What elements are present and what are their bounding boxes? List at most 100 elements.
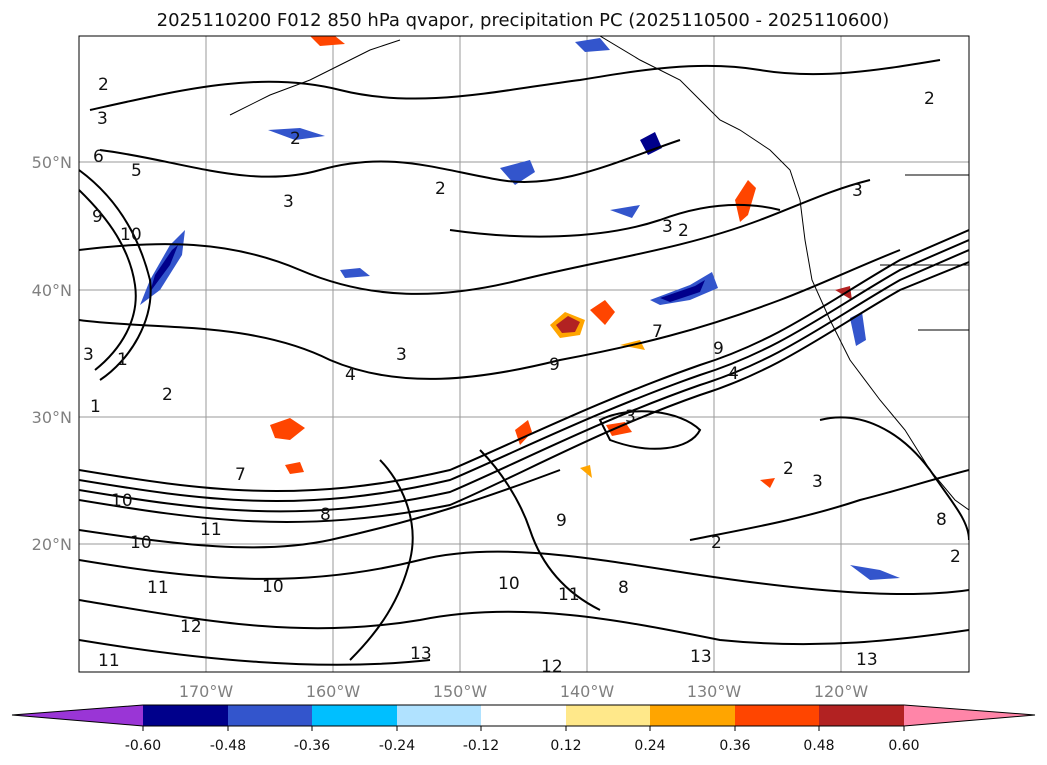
aleutian-islands xyxy=(229,39,401,116)
colorbar-ticks: -0.60 -0.48 -0.36 -0.24 -0.12 0.12 0.24 … xyxy=(125,726,920,754)
contour-label: 1 xyxy=(117,350,128,370)
contour-label: 2 xyxy=(950,547,961,567)
precip-blob-negative xyxy=(150,245,178,292)
precip-blob-positive xyxy=(760,478,775,488)
contour-label: 2 xyxy=(435,179,446,199)
contour-label: 9 xyxy=(556,511,567,531)
contour-line xyxy=(79,229,969,492)
contour-label: 2 xyxy=(711,533,722,553)
precip-blob-positive xyxy=(556,316,580,333)
contour-line xyxy=(79,639,431,666)
qvapor-contours xyxy=(79,59,969,666)
precip-blob-negative xyxy=(340,268,370,278)
contour-label: 10 xyxy=(262,577,284,597)
contour-label: 3 xyxy=(83,345,94,365)
colorbar-tick-label: 0.36 xyxy=(719,738,750,754)
precip-blob-positive xyxy=(606,422,632,436)
contour-label: 7 xyxy=(235,465,246,485)
contour-line xyxy=(598,410,702,450)
contour-labels: 2 3 2 2 3 4 5 6 9 10 1 2 3 7 9 3 2 3 3 4 xyxy=(83,75,961,677)
colorbar-tick-label: -0.24 xyxy=(379,738,415,754)
colorbar-tick-label: -0.12 xyxy=(463,738,499,754)
colorbar-segment xyxy=(397,705,481,726)
contour-label: 8 xyxy=(320,505,331,525)
contour-label: 3 xyxy=(852,181,863,201)
map-panel: 2 3 2 2 3 4 5 6 9 10 1 2 3 7 9 3 2 3 3 4 xyxy=(78,35,970,677)
contour-label: 9 xyxy=(92,207,103,227)
precip-blob-negative xyxy=(850,565,900,580)
contour-label: 6 xyxy=(93,147,104,167)
contour-label: 10 xyxy=(111,491,133,511)
colorbar-segment xyxy=(735,705,819,726)
colorbar-extend-right xyxy=(904,705,1035,726)
contour-line xyxy=(479,449,601,611)
contour-line xyxy=(79,169,152,381)
colorbar-tick-label: -0.60 xyxy=(125,738,161,754)
map-frame xyxy=(78,35,970,673)
lon-label: 140°W xyxy=(560,682,615,701)
colorbar-tick-label: 0.24 xyxy=(634,738,665,754)
contour-label: 3 xyxy=(662,217,673,237)
colorbar-segment xyxy=(312,705,397,726)
contour-line xyxy=(449,203,781,238)
contour-line xyxy=(689,469,969,541)
contour-label: 7 xyxy=(652,322,663,342)
lat-label: 40°N xyxy=(32,281,72,300)
contour-label: 9 xyxy=(713,339,724,359)
colorbar-segment xyxy=(143,705,228,726)
colorbar-segment xyxy=(228,705,312,726)
contour-label: 3 xyxy=(396,345,407,365)
lat-label: 50°N xyxy=(32,153,72,172)
chart-title: 2025110200 F012 850 hPa qvapor, precipit… xyxy=(157,10,890,31)
lat-label: 20°N xyxy=(32,535,72,554)
contour-label: 2 xyxy=(162,385,173,405)
contour-label: 4 xyxy=(345,365,356,385)
precip-blob-positive xyxy=(310,36,345,46)
contour-label: 10 xyxy=(120,225,142,245)
colorbar-segment xyxy=(481,705,566,726)
contour-line xyxy=(79,179,871,295)
contour-line xyxy=(79,261,969,523)
colorbar-tick-label: -0.48 xyxy=(210,738,246,754)
contour-line xyxy=(79,599,969,646)
contour-label: 3 xyxy=(283,192,294,212)
contour-label: 4 xyxy=(728,364,739,384)
lon-label: 150°W xyxy=(433,682,488,701)
contour-label: 11 xyxy=(558,585,580,605)
contour-label: 9 xyxy=(549,355,560,375)
lon-label: 160°W xyxy=(306,682,361,701)
precip-blob-positive xyxy=(270,418,305,440)
contour-line xyxy=(79,249,901,380)
contour-label: 12 xyxy=(180,617,202,637)
precip-blob-positive xyxy=(590,300,615,325)
precip-blob-positive xyxy=(285,462,304,474)
contour-line xyxy=(79,239,969,502)
precip-blob-negative xyxy=(500,160,535,185)
colorbar-tick-label: -0.36 xyxy=(294,738,330,754)
contour-label: 2 xyxy=(678,221,689,241)
contour-label: 13 xyxy=(856,650,878,670)
contour-line xyxy=(349,459,414,661)
latitude-labels: 50°N 40°N 30°N 20°N xyxy=(32,153,72,554)
lon-label: 120°W xyxy=(814,682,869,701)
contour-line xyxy=(79,550,969,596)
longitude-labels: 170°W 160°W 150°W 140°W 130°W 120°W xyxy=(179,682,869,701)
precip-blob-negative xyxy=(610,205,640,218)
colorbar-segment xyxy=(650,705,735,726)
contour-label: 13 xyxy=(690,647,712,667)
contour-label: 3 xyxy=(97,109,108,129)
lon-label: 170°W xyxy=(179,682,234,701)
contour-label: 2 xyxy=(924,89,935,109)
contour-line xyxy=(79,469,561,549)
colorbar: -0.60 -0.48 -0.36 -0.24 -0.12 0.12 0.24 … xyxy=(11,704,1036,754)
contour-label: 11 xyxy=(200,520,222,540)
contour-label: 11 xyxy=(98,651,120,671)
colorbar-segment xyxy=(819,705,904,726)
precip-blob-positive xyxy=(580,465,592,478)
contour-label: 5 xyxy=(131,161,142,181)
graticule xyxy=(79,36,969,672)
north-america-coast xyxy=(599,36,969,511)
precip-blob-negative xyxy=(268,128,325,140)
contour-label: 12 xyxy=(541,657,563,677)
